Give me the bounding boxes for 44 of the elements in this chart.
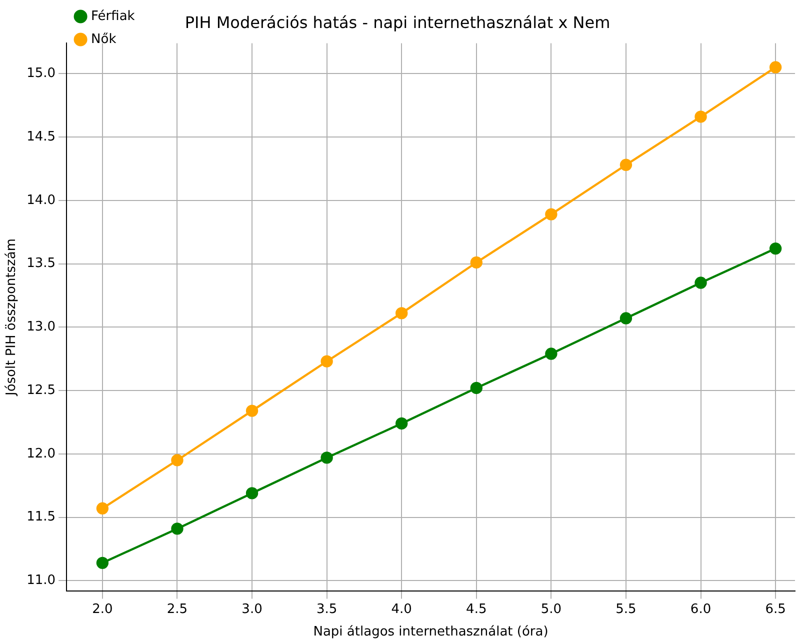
legend-label: Férfiak xyxy=(91,8,136,24)
point xyxy=(246,487,258,500)
point xyxy=(545,208,558,220)
y-tick-label: 13.5 xyxy=(26,256,56,272)
x-tick-label: 4.5 xyxy=(466,602,487,617)
x-axis-title: Napi átlagos internethasználat (óra) xyxy=(313,624,548,640)
y-tick-label: 11.0 xyxy=(26,573,56,588)
chart-title: PIH Moderációs hatás - napi internethasználat x Nem xyxy=(184,12,610,32)
legend-label: Nők xyxy=(91,32,117,47)
point xyxy=(769,242,782,255)
point xyxy=(171,522,184,535)
point xyxy=(620,312,632,324)
point xyxy=(694,276,707,289)
x-tick-label: 3.0 xyxy=(242,602,262,617)
y-tick-label: 11.5 xyxy=(26,510,56,525)
point xyxy=(320,355,333,368)
point xyxy=(396,417,408,430)
y-tick-label: 15.0 xyxy=(26,66,56,81)
point xyxy=(396,307,408,320)
point xyxy=(470,382,482,394)
y-axis-title: Jósolt PIH összpontszám xyxy=(4,238,20,397)
point xyxy=(320,452,333,464)
x-tick-label: 2.0 xyxy=(92,602,113,617)
point xyxy=(694,110,707,123)
x-tick-label: 5.0 xyxy=(540,602,562,617)
point xyxy=(545,348,558,360)
point xyxy=(96,556,109,570)
x-tick-label: 2.5 xyxy=(166,602,188,617)
point xyxy=(769,61,782,74)
y-tick-label: 13.0 xyxy=(26,320,56,335)
y-tick-label: 12.0 xyxy=(26,446,56,462)
x-tick-label: 3.5 xyxy=(316,602,338,617)
x-tick-label: 6.5 xyxy=(765,602,786,617)
x-tick-label: 4.0 xyxy=(391,602,412,617)
point xyxy=(96,502,109,515)
x-tick-label: 5.5 xyxy=(616,602,636,617)
point xyxy=(246,404,258,417)
x-tick-label: 6.0 xyxy=(690,602,712,617)
point xyxy=(470,256,482,269)
point xyxy=(620,158,632,171)
y-tick-label: 14.0 xyxy=(26,192,56,208)
point xyxy=(171,454,184,466)
y-tick-label: 12.5 xyxy=(26,382,56,398)
y-tick-label: 14.5 xyxy=(26,129,56,144)
